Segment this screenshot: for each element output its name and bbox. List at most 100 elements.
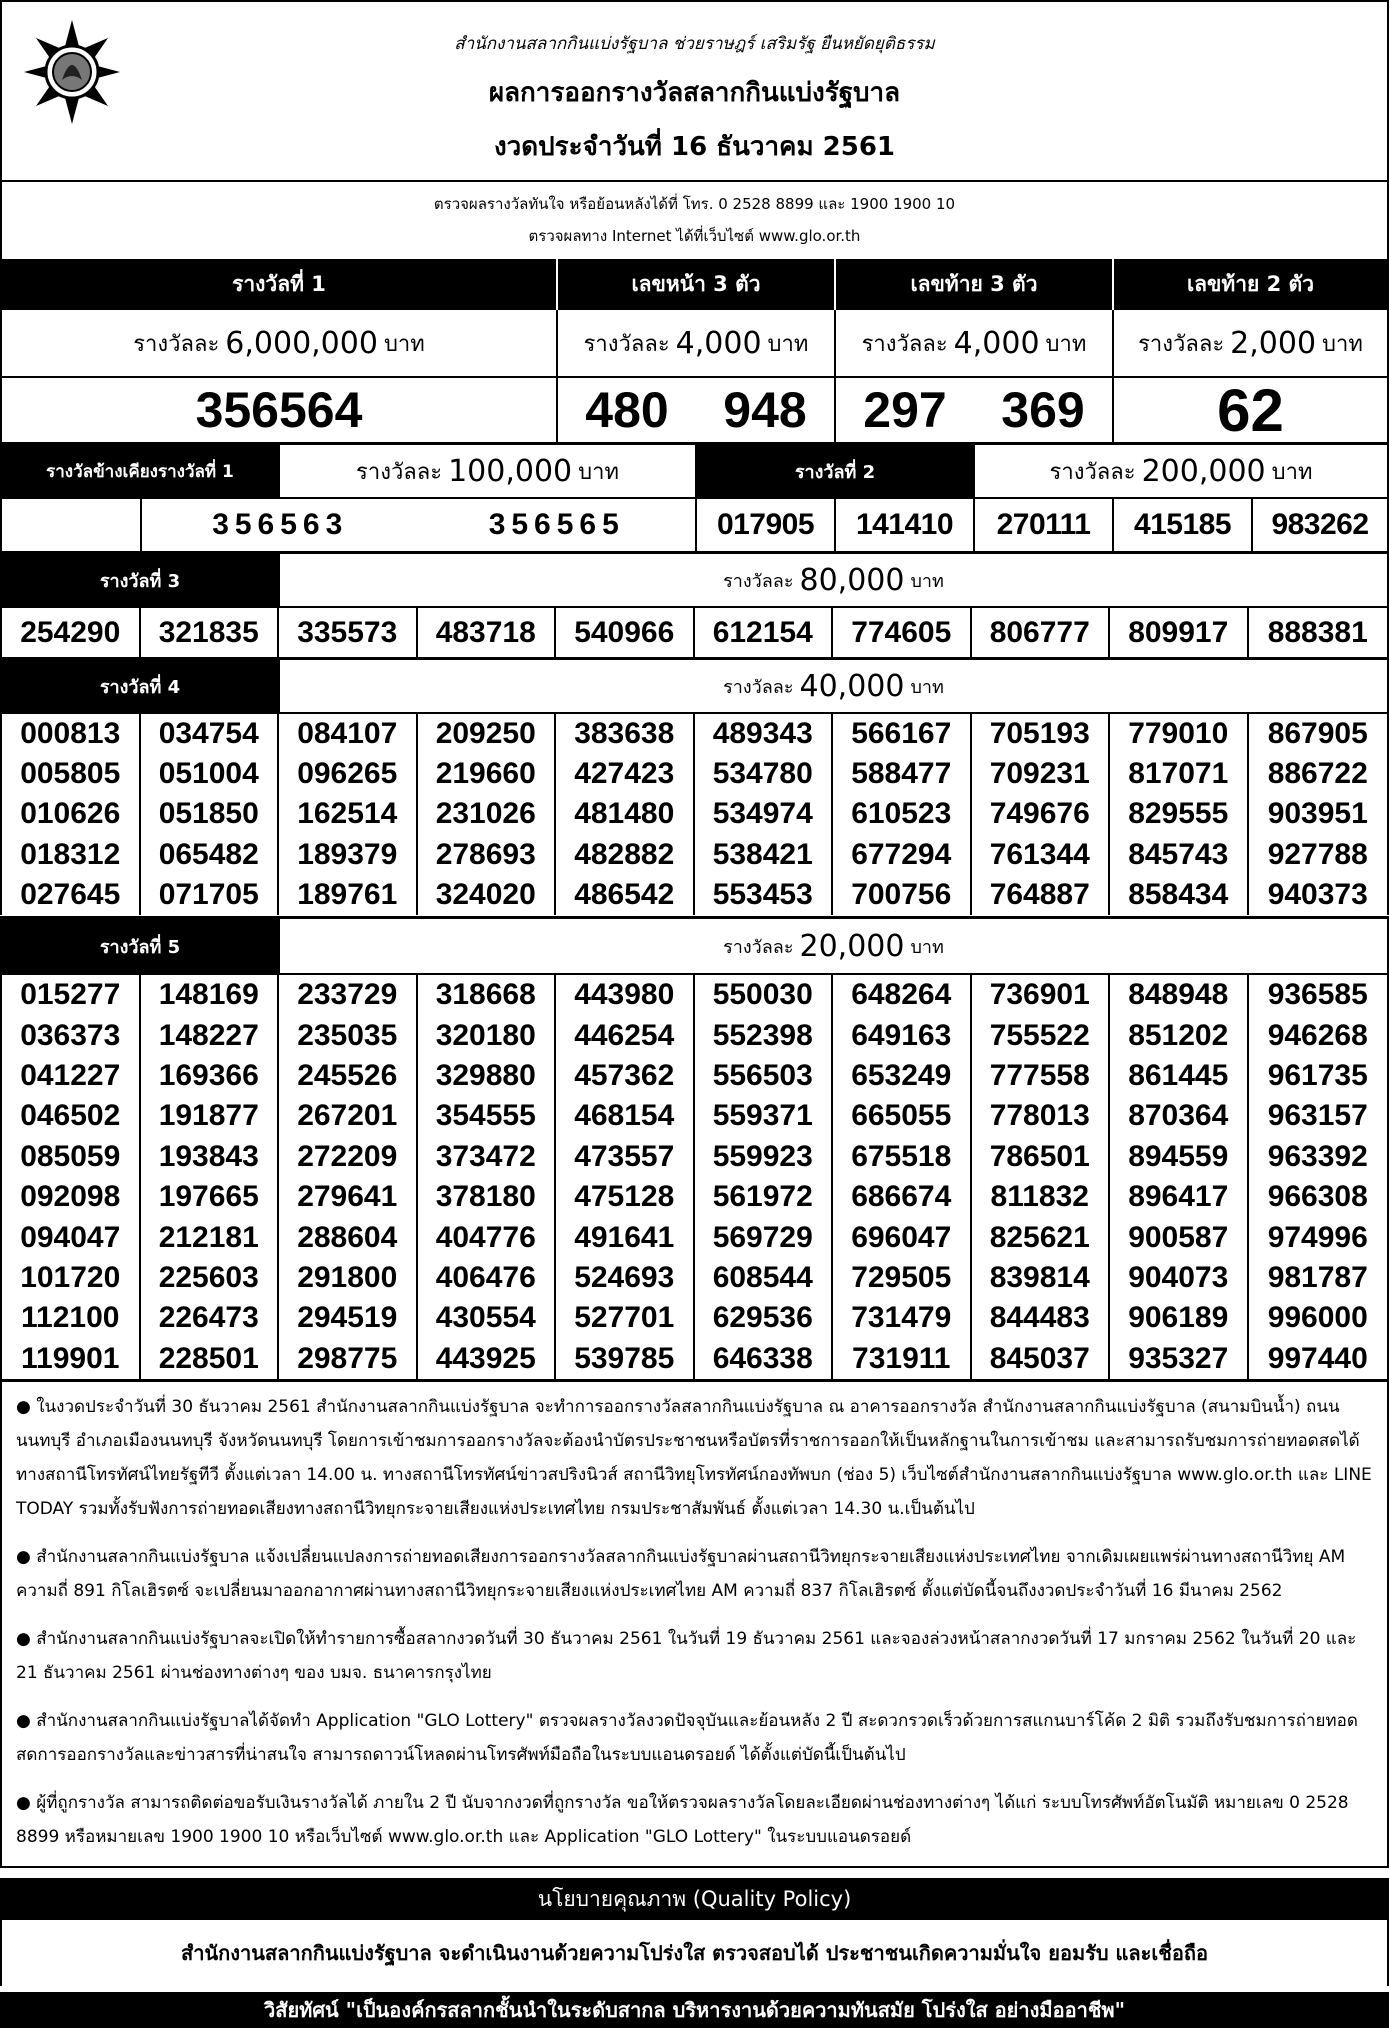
prize-number: 036373 (2, 1015, 141, 1056)
near-first-label: รางวัลข้างเคียงรางวัลที่ 1 (2, 445, 280, 497)
prize-number: 848948 (1110, 975, 1249, 1016)
prize-number: 491641 (556, 1217, 695, 1258)
prize-number: 473557 (556, 1136, 695, 1177)
prize-number: 904073 (1110, 1257, 1249, 1299)
front3-amount: รางวัลละ 4,000 บาท (558, 310, 836, 376)
prize-number: 034754 (141, 714, 279, 755)
prize-number: 112100 (2, 1298, 141, 1339)
prize-number: 761344 (972, 834, 1110, 875)
prize-number: 997440 (1267, 1341, 1368, 1375)
prize-number: 705193 (972, 714, 1110, 755)
prize5-amount: รางวัลละ 20,000 บาท (723, 928, 944, 964)
prize2-label: รางวัลที่ 2 (697, 445, 975, 497)
prize-number: 225603 (141, 1257, 279, 1299)
prize-number: 481480 (556, 794, 695, 835)
prize-number: 378180 (418, 1176, 556, 1218)
prize-number: 961735 (1267, 1058, 1368, 1092)
prize-number: 736901 (972, 975, 1110, 1016)
prize-number: 443925 (418, 1338, 556, 1379)
prize-number: 777558 (972, 1055, 1110, 1097)
prize4-amount: รางวัลละ 40,000 บาท (723, 668, 944, 704)
prize-number: 430554 (418, 1298, 556, 1339)
prize-number: 209250 (418, 714, 556, 755)
quality-policy-text: สำนักงานสลากกินแบ่งรัฐบาล จะดำเนินงานด้ว… (0, 1920, 1389, 1986)
prize-number: 981787 (1267, 1260, 1368, 1294)
prize5-numbers: 015277 148169 233729 318668 443980 550030 6482… (0, 975, 1389, 1379)
last3-amount: รางวัลละ 4,000 บาท (836, 310, 1114, 376)
prize-number: 940373 (1267, 877, 1368, 911)
prize-number: 675518 (833, 1136, 972, 1177)
prize-number: 900587 (1110, 1217, 1249, 1258)
prize-number: 886722 (1267, 757, 1368, 791)
prize-number: 101720 (2, 1257, 141, 1299)
prize-number: 162514 (279, 794, 418, 835)
prize-number: 844483 (972, 1298, 1110, 1339)
prize-number: 534974 (695, 794, 833, 835)
prize-number: 354555 (418, 1096, 556, 1137)
prize-number: 755522 (972, 1015, 1110, 1056)
header: สำนักงานสลากกินแบ่งรัฐบาล ช่วยราษฎร์ เสร… (0, 0, 1389, 182)
prize1-amount: รางวัลละ 6,000,000 บาท (2, 310, 558, 376)
near-and-prize2-header-row: รางวัลข้างเคียงรางวัลที่ 1 รางวัลละ 100,0… (0, 442, 1389, 499)
near-first-numbers: 356563 356565 (142, 499, 697, 551)
prize-number: 896417 (1110, 1176, 1249, 1218)
prize-number: 486542 (556, 874, 695, 915)
prize-number: 946268 (1267, 1018, 1368, 1052)
prize-number: 051004 (141, 754, 279, 795)
prize-number: 778013 (972, 1096, 1110, 1137)
prize-number: 383638 (556, 714, 695, 755)
prize-number: 443980 (556, 975, 695, 1016)
prize-number: 559371 (695, 1096, 833, 1137)
prize-number: 845037 (972, 1338, 1110, 1379)
prize-number: 774605 (833, 608, 972, 657)
prize-number: 888381 (1267, 615, 1368, 649)
prize-number: 936585 (1267, 978, 1368, 1012)
prize-number: 839814 (972, 1257, 1110, 1299)
prize-number: 649163 (833, 1015, 972, 1056)
prize-number: 779010 (1110, 714, 1249, 755)
prize-number: 231026 (418, 794, 556, 835)
prize-number: 005805 (2, 754, 141, 795)
prize-number: 482882 (556, 834, 695, 875)
prize-number: 935327 (1110, 1338, 1249, 1379)
prize3-amount: รางวัลละ 80,000 บาท (723, 562, 944, 598)
prize-number: 894559 (1110, 1136, 1249, 1177)
prize-number: 228501 (141, 1338, 279, 1379)
prize-number: 233729 (279, 975, 418, 1016)
prize-number: 731911 (833, 1338, 972, 1379)
prize-number: 475128 (556, 1176, 695, 1218)
prize-number: 665055 (833, 1096, 972, 1137)
prize-number: 963392 (1267, 1139, 1368, 1173)
prize-number: 646338 (695, 1338, 833, 1379)
prize-number: 569729 (695, 1217, 833, 1258)
prize-number: 212181 (141, 1217, 279, 1258)
prize-number: 906189 (1110, 1298, 1249, 1339)
prize-number: 291800 (279, 1257, 418, 1299)
prize-number: 096265 (279, 754, 418, 795)
prize-number: 294519 (279, 1298, 418, 1339)
announcement: ● สำนักงานสลากกินแบ่งรัฐบาลจะเปิดให้ทำรา… (16, 1629, 1357, 1683)
prize4-header-row: รางวัลที่ 4 รางวัลละ 40,000 บาท (0, 657, 1389, 714)
prize-number: 094047 (2, 1217, 141, 1258)
prize-number: 612154 (695, 608, 833, 657)
prize-number: 996000 (1267, 1301, 1368, 1335)
last2-number: 62 (1217, 376, 1284, 444)
prize-number: 148227 (141, 1015, 279, 1056)
prize-number: 903951 (1267, 797, 1368, 831)
contact-phone: ตรวจผลรางวัลทันใจ หรือย้อนหลังได้ที่ โทร… (433, 195, 956, 213)
prize-number: 219660 (418, 754, 556, 795)
prize-number: 610523 (833, 794, 972, 835)
prize-number: 700756 (833, 874, 972, 915)
prize2-number: 141410 (836, 499, 975, 551)
prize-number: 811832 (972, 1176, 1110, 1218)
contact-info: ตรวจผลรางวัลทันใจ หรือย้อนหลังได้ที่ โทร… (0, 182, 1389, 260)
prize-number: 629536 (695, 1298, 833, 1339)
prize-number: 489343 (695, 714, 833, 755)
prize4-numbers: 000813 034754 084107 209250 383638 489343 5661… (0, 714, 1389, 915)
prize-number: 786501 (972, 1136, 1110, 1177)
prize-number: 457362 (556, 1055, 695, 1097)
prize-number: 686674 (833, 1176, 972, 1218)
prize-number: 015277 (2, 975, 141, 1016)
prize-number: 696047 (833, 1217, 972, 1258)
prize-number: 404776 (418, 1217, 556, 1258)
